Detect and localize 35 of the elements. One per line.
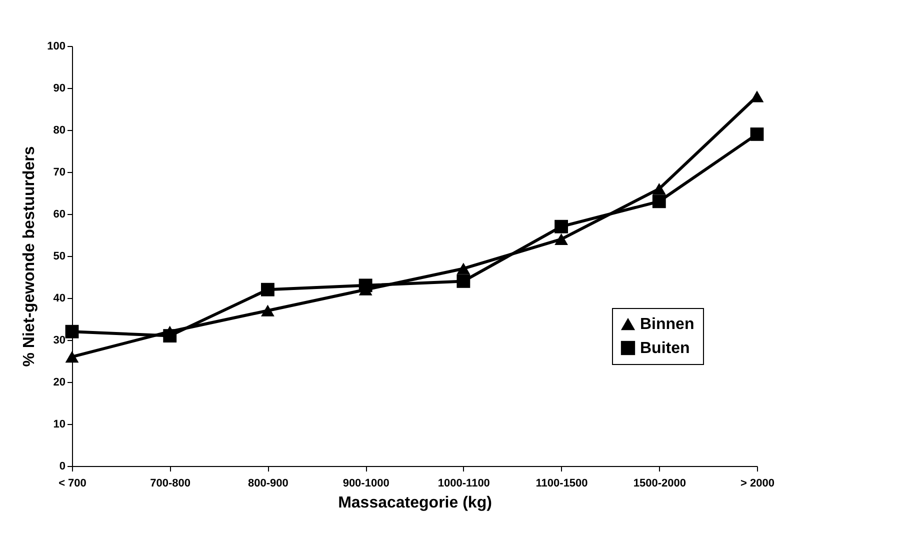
point	[554, 233, 568, 246]
x-tick-label: 700-800	[150, 478, 191, 490]
x-tick-label: 1100-1500	[536, 478, 588, 490]
point	[750, 90, 764, 102]
point	[554, 220, 568, 234]
y-tick-label: 60	[53, 208, 66, 220]
point	[456, 262, 470, 274]
point	[750, 127, 764, 141]
y-tick-label: 0	[59, 460, 66, 472]
point	[65, 324, 79, 338]
legend-label: Binnen	[640, 316, 694, 333]
point	[456, 274, 470, 288]
y-tick-label: 80	[53, 124, 66, 136]
y-tick-label: 10	[53, 418, 66, 430]
point	[65, 350, 79, 363]
y-tick-label: 100	[47, 40, 66, 52]
point	[261, 304, 274, 316]
x-axis-title: Massacategorie (kg)	[338, 494, 492, 512]
x-tick-label: 800-900	[248, 478, 288, 490]
x-tick-label: < 700	[58, 478, 86, 490]
legend-label: Buiten	[640, 340, 690, 357]
x-tick-label: 900-1000	[342, 478, 390, 490]
point	[652, 182, 666, 195]
x-tick-label: > 2000	[740, 478, 774, 490]
x-tick-label: 1000-1100	[438, 478, 490, 490]
point	[261, 282, 274, 296]
point	[652, 194, 666, 208]
y-tick-label: 70	[53, 166, 66, 178]
x-tick-label: 1500-2000	[633, 478, 686, 490]
y-tick-label: 90	[53, 82, 66, 94]
y-tick-label: 30	[53, 334, 66, 346]
y-axis-title: % Niet-gewonde bestuurders	[21, 146, 38, 367]
y-tick-label: 20	[53, 376, 66, 388]
y-tick-label: 50	[53, 250, 66, 262]
y-tick-label: 40	[53, 292, 66, 304]
